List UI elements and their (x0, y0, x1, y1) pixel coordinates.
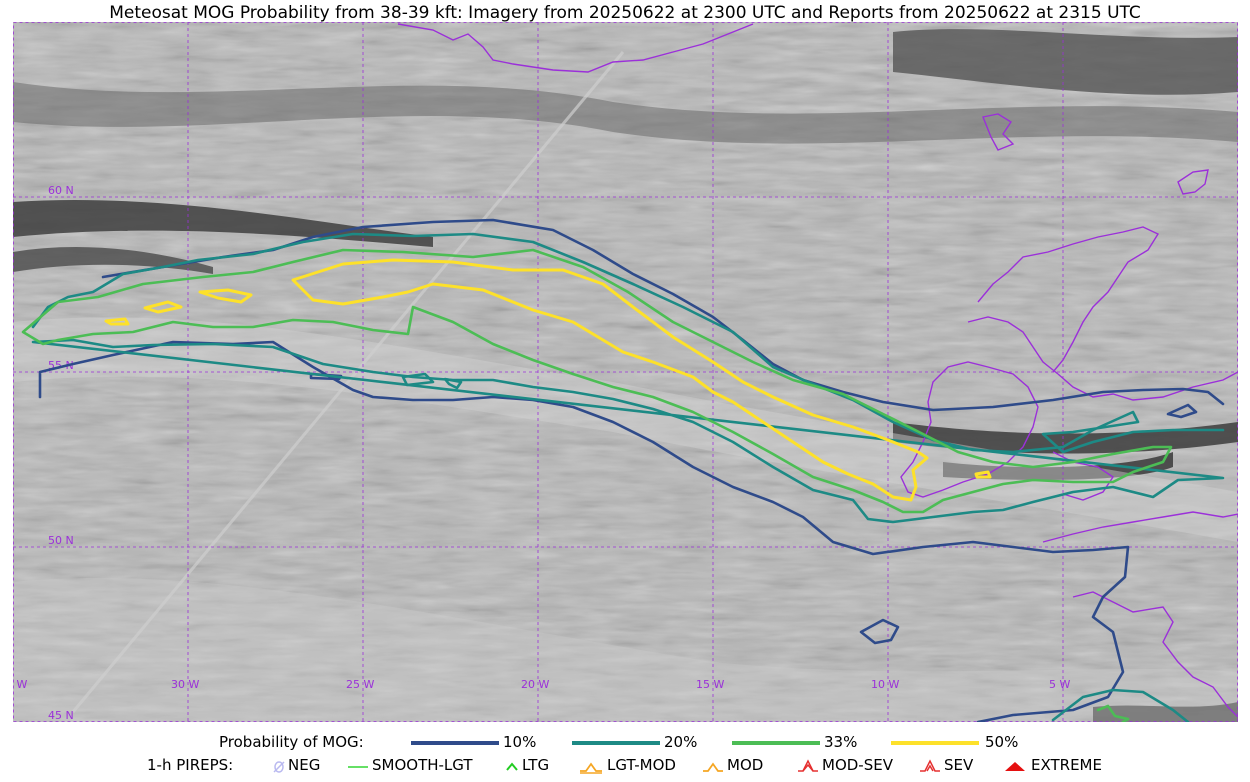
contour-20-small-b (443, 377, 463, 390)
lon-label-5w: 5 W (1049, 678, 1070, 691)
contour-50-small-d (974, 470, 992, 479)
prob-50-label: 50% (985, 733, 1019, 751)
prob-20-label: 20% (664, 733, 698, 751)
lat-label-60n: 60 N (48, 184, 74, 197)
contour-20-small-a (401, 372, 435, 387)
prob-10-swatch (411, 741, 499, 745)
sev-icon (920, 759, 940, 772)
pirep-mod-label: MOD (727, 756, 764, 774)
coast-scotland (977, 226, 1160, 373)
contour-50-main (291, 258, 929, 502)
satellite-map[interactable]: 35 W 30 W 25 W 20 W 15 W 10 W 5 W 60 N 5… (13, 22, 1238, 722)
coast-faroe (982, 113, 1015, 151)
contour-33-small (1096, 704, 1130, 722)
probability-legend-title: Probability of MOG: (219, 733, 364, 751)
pirep-ltg-label: LTG (522, 756, 550, 774)
lon-label-35w: 35 W (13, 678, 27, 691)
pirep-sev-label: SEV (944, 756, 974, 774)
pirep-lgt-mod-label: LGT-MOD (607, 756, 676, 774)
lon-label-20w: 20 W (521, 678, 549, 691)
contour-50-small-a (143, 300, 183, 314)
lat-label-50n: 50 N (48, 534, 74, 547)
extreme-icon (1005, 762, 1025, 771)
coast-cornwall (1042, 511, 1238, 543)
coast-northern-ireland (967, 316, 1059, 375)
coast-norway (1177, 169, 1209, 195)
lon-label-15w: 15 W (696, 678, 724, 691)
probability-legend: Probability of MOG: 10% 20% 33% 50% (0, 733, 1250, 753)
contour-10-small-c (1166, 403, 1198, 419)
map-title: Meteosat MOG Probability from 38-39 kft:… (109, 3, 1141, 23)
lgt-mod-icon (580, 762, 602, 774)
prob-50-swatch (891, 741, 979, 745)
pirep-mod-sev-label: MOD-SEV (822, 756, 893, 774)
coast-brittany (1072, 591, 1238, 718)
prob-10-label: 10% (503, 733, 537, 751)
ltg-icon (506, 762, 518, 771)
prob-20-swatch (572, 741, 660, 745)
coastlines (397, 23, 1238, 718)
contour-33-main (21, 248, 1173, 514)
contour-20-bottom (1051, 688, 1190, 722)
smooth-lgt-icon (348, 766, 368, 768)
neg-icon (273, 761, 285, 773)
pirep-legend: 1-h PIREPS: NEG SMOOTH-LGT LTG LGT-MOD M… (0, 756, 1250, 776)
prob-33-label: 33% (824, 733, 858, 751)
contour-50-small-c (104, 317, 130, 326)
lat-label-45n: 45 N (48, 709, 74, 722)
lon-label-25w: 25 W (346, 678, 374, 691)
coast-gb-east (1057, 371, 1238, 401)
pirep-smooth-lgt-label: SMOOTH-LGT (372, 756, 473, 774)
prob-33-swatch (732, 741, 820, 745)
contour-10-main (38, 340, 1130, 722)
mod-icon (703, 762, 723, 772)
pirep-extreme-label: EXTREME (1031, 756, 1102, 774)
lon-label-30w: 30 W (171, 678, 199, 691)
coast-iceland (397, 23, 754, 73)
mod-sev-icon (798, 759, 818, 772)
mog-probability-contours (21, 218, 1225, 722)
contour-10-small-b (859, 618, 900, 645)
pirep-neg-label: NEG (288, 756, 321, 774)
lon-label-10w: 10 W (871, 678, 899, 691)
map-canvas: 35 W 30 W 25 W 20 W 15 W 10 W 5 W 60 N 5… (13, 22, 1238, 722)
contour-20-main (31, 232, 1225, 524)
contour-50-small-b (198, 288, 253, 304)
pirep-legend-title: 1-h PIREPS: (147, 756, 234, 774)
